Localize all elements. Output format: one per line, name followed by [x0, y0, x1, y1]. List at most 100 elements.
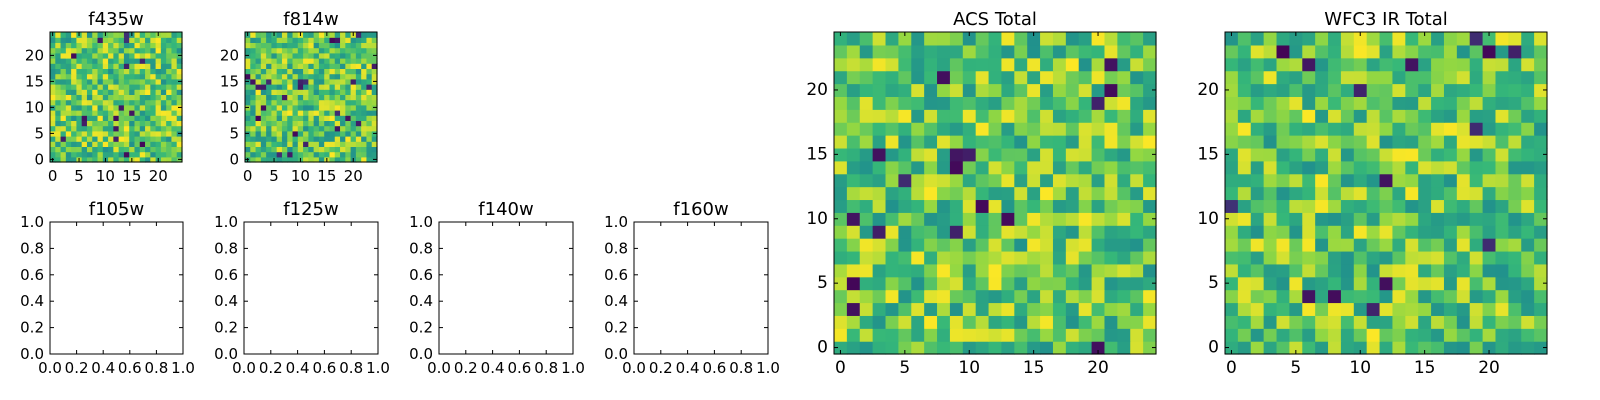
- heatmap-cell: [313, 37, 320, 43]
- heatmap-cell: [340, 47, 346, 54]
- heatmap-cell: [1130, 57, 1144, 72]
- heatmap-cell: [1052, 147, 1067, 162]
- heatmap-cell: [962, 32, 977, 46]
- heatmap-cell: [329, 151, 336, 158]
- heatmap-cell: [329, 78, 336, 85]
- heatmap-cell: [160, 110, 167, 116]
- heatmap-cell: [266, 68, 272, 75]
- heatmap-cell: [885, 160, 899, 175]
- heatmap-cell: [324, 47, 331, 54]
- heatmap-cell: [355, 73, 362, 80]
- heatmap-cell: [76, 94, 83, 101]
- heatmap-cell: [949, 96, 964, 110]
- heatmap-cell: [1521, 83, 1535, 97]
- heatmap-cell: [297, 42, 304, 49]
- heatmap-cell: [834, 302, 848, 316]
- heatmap-cell: [975, 315, 990, 329]
- heatmap-cell: [303, 151, 309, 158]
- heatmap-cell: [1392, 135, 1406, 149]
- heatmap-cell: [1065, 109, 1080, 123]
- heatmap-cell: [1237, 135, 1252, 149]
- heatmap-cell: [949, 135, 964, 149]
- heatmap-cell: [171, 63, 178, 69]
- heatmap-cell: [1289, 328, 1303, 342]
- heatmap-cell: [340, 141, 346, 147]
- heatmap-cell: [1302, 70, 1316, 85]
- heatmap-cell: [1250, 83, 1265, 97]
- heatmap-cell: [1001, 109, 1015, 123]
- heatmap-cell: [834, 276, 848, 291]
- heatmap-cell: [345, 42, 352, 49]
- heatmap-cell: [949, 238, 964, 252]
- heatmap-cell: [276, 73, 283, 80]
- heatmap-cell: [97, 151, 104, 158]
- heatmap-cell: [160, 125, 167, 132]
- heatmap-cell: [911, 341, 925, 355]
- heatmap-cell: [345, 136, 352, 142]
- heatmap-cell: [1379, 173, 1394, 188]
- heatmap-cell: [834, 83, 848, 97]
- heatmap-cell: [1001, 173, 1015, 188]
- heatmap-cell: [1104, 122, 1118, 136]
- y-tick-label: 15: [1197, 144, 1219, 164]
- heatmap-cell: [276, 146, 283, 153]
- heatmap-cell: [102, 130, 109, 137]
- heatmap-cell: [1143, 302, 1157, 316]
- heatmap-cell: [911, 57, 925, 72]
- heatmap-cell: [1237, 225, 1252, 239]
- heatmap-cell: [102, 84, 109, 90]
- heatmap-cell: [1237, 173, 1252, 188]
- heatmap-cell: [1104, 328, 1118, 342]
- heatmap-cell: [1027, 302, 1041, 316]
- heatmap-cell: [324, 78, 331, 85]
- heatmap-cell: [292, 130, 299, 137]
- heatmap-cell: [355, 63, 362, 69]
- heatmap-cell: [1276, 341, 1290, 355]
- heatmap-cell: [145, 104, 151, 111]
- heatmap-cell: [97, 94, 104, 101]
- heatmap-cell: [81, 52, 88, 59]
- heatmap-cell: [97, 120, 104, 127]
- heatmap-cell: [1040, 250, 1054, 265]
- heatmap-cell: [859, 122, 874, 136]
- heatmap-cell: [108, 78, 114, 85]
- heatmap-cell: [1263, 109, 1278, 123]
- heatmap-cell: [350, 104, 357, 111]
- heatmap-cell: [361, 156, 368, 163]
- heatmap-cell: [1027, 186, 1041, 201]
- y-tick-label: 1.0: [20, 213, 44, 231]
- heatmap-cell: [1456, 135, 1471, 149]
- heatmap-cell: [260, 120, 267, 127]
- heatmap-cell: [962, 44, 977, 59]
- heatmap-cell: [1315, 250, 1329, 265]
- x-tick-label: 0.4: [481, 359, 505, 377]
- heatmap-cell: [139, 58, 146, 64]
- heatmap-cell: [1521, 135, 1535, 149]
- heatmap-cell: [166, 84, 173, 90]
- heatmap-cell: [1143, 276, 1157, 291]
- heatmap-cell: [86, 115, 93, 121]
- heatmap-cell: [1405, 199, 1419, 213]
- heatmap-cell: [245, 115, 251, 121]
- heatmap-cell: [988, 32, 1003, 46]
- heatmap-cell: [1443, 160, 1458, 175]
- heatmap-cell: [324, 73, 331, 80]
- heatmap-cell: [155, 104, 162, 111]
- heatmap-cell: [329, 52, 336, 59]
- heatmap-cell: [318, 73, 325, 80]
- heatmap-cell: [1469, 70, 1484, 85]
- heatmap-cell: [345, 37, 352, 43]
- heatmap-cell: [1353, 57, 1368, 72]
- heatmap-cell: [859, 147, 874, 162]
- heatmap-cell: [366, 136, 373, 142]
- heatmap-cell: [988, 276, 1003, 291]
- heatmap-cell: [292, 151, 299, 158]
- heatmap-cell: [139, 115, 146, 121]
- heatmap-cell: [1495, 289, 1509, 304]
- heatmap-cell: [350, 47, 357, 54]
- heatmap-cell: [1091, 238, 1106, 252]
- heatmap-cell: [145, 52, 151, 59]
- heatmap-cell: [176, 141, 183, 147]
- heatmap-cell: [139, 37, 146, 43]
- heatmap-cell: [1405, 44, 1419, 59]
